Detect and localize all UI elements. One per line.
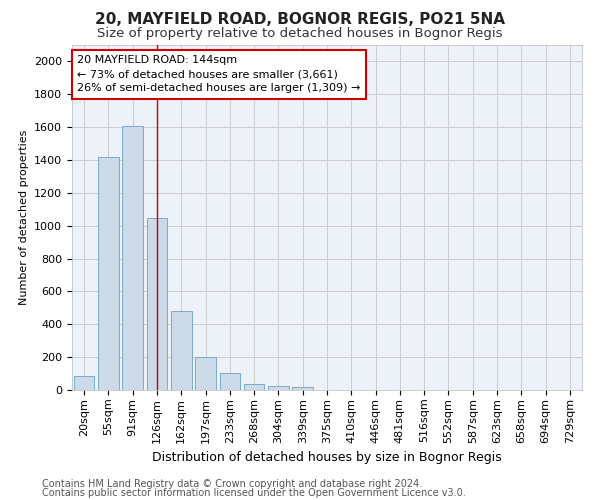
Y-axis label: Number of detached properties: Number of detached properties [19, 130, 29, 305]
Bar [220, 373, 240, 390]
Text: Size of property relative to detached houses in Bognor Regis: Size of property relative to detached ho… [97, 28, 503, 40]
Bar [98, 156, 119, 390]
Bar [146, 218, 167, 390]
Text: 20 MAYFIELD ROAD: 144sqm
← 73% of detached houses are smaller (3,661)
26% of sem: 20 MAYFIELD ROAD: 144sqm ← 73% of detach… [77, 56, 361, 94]
Text: Contains public sector information licensed under the Open Government Licence v3: Contains public sector information licen… [42, 488, 466, 498]
Bar [268, 386, 289, 390]
X-axis label: Distribution of detached houses by size in Bognor Regis: Distribution of detached houses by size … [152, 451, 502, 464]
Bar [244, 384, 265, 390]
Bar [292, 386, 313, 390]
Bar [195, 357, 216, 390]
Text: Contains HM Land Registry data © Crown copyright and database right 2024.: Contains HM Land Registry data © Crown c… [42, 479, 422, 489]
Text: 20, MAYFIELD ROAD, BOGNOR REGIS, PO21 5NA: 20, MAYFIELD ROAD, BOGNOR REGIS, PO21 5N… [95, 12, 505, 28]
Bar [122, 126, 143, 390]
Bar [171, 311, 191, 390]
Bar [74, 376, 94, 390]
